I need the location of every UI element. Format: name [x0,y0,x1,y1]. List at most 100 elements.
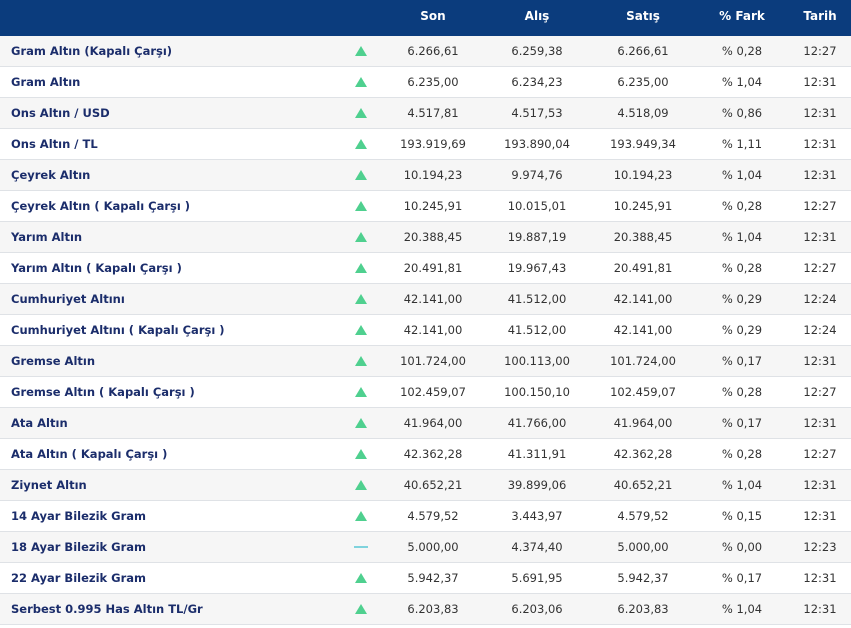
cell-value: % 0,29 [722,284,762,315]
trend-icon [354,541,368,553]
table-header: SonAlışSatış% FarkTarih [0,0,851,36]
cell-value: 102.459,07 [400,377,466,408]
cell-value: 41.766,00 [508,408,567,439]
trend-icon [354,107,368,119]
trend-icon [354,45,368,57]
cell-value: 4.517,81 [407,98,458,129]
table-row: Gram Altın (Kapalı Çarşı)6.266,616.259,3… [0,36,851,67]
table-row: 18 Ayar Bilezik Gram5.000,004.374,405.00… [0,532,851,563]
cell-value: % 1,04 [722,160,762,191]
item-name: Ata Altın [11,408,68,439]
cell-value: 12:31 [803,501,836,532]
cell-value: % 0,28 [722,253,762,284]
cell-value: % 0,17 [722,408,762,439]
cell-value: 4.374,40 [511,532,562,563]
trend-icon [354,231,368,243]
cell-value: % 1,11 [722,129,762,160]
cell-value: 4.579,52 [617,501,668,532]
trend-icon [354,293,368,305]
cell-value: 12:27 [803,439,836,470]
cell-value: 41.512,00 [508,315,567,346]
cell-value: 12:31 [803,470,836,501]
trend-icon [354,572,368,584]
trend-icon [354,417,368,429]
item-name: Gram Altın [11,67,80,98]
table-row: Cumhuriyet Altını ( Kapalı Çarşı )42.141… [0,315,851,346]
cell-value: 5.000,00 [407,532,458,563]
cell-value: 101.724,00 [400,346,466,377]
column-header: % Fark [719,0,765,32]
cell-value: 41.964,00 [614,408,673,439]
item-name: 22 Ayar Bilezik Gram [11,563,146,594]
cell-value: % 0,28 [722,191,762,222]
trend-shape [355,201,367,211]
cell-value: 12:23 [803,532,836,563]
table-row: Gremse Altın ( Kapalı Çarşı ) 102.459,07 1… [0,377,851,408]
trend-shape [355,108,367,118]
item-name: Gremse Altın ( Kapalı Çarşı ) [11,377,195,408]
trend-shape [355,511,367,521]
cell-value: 4.517,53 [511,98,562,129]
cell-value: 10.245,91 [404,191,463,222]
cell-value: % 0,17 [722,563,762,594]
cell-value: 102.459,07 [610,377,676,408]
cell-value: 42.362,28 [404,439,463,470]
cell-value: % 1,04 [722,594,762,625]
cell-value: 42.141,00 [614,315,673,346]
table-row: Ata Altın ( Kapalı Çarşı )42.362,2841.31… [0,439,851,470]
cell-value: 41.964,00 [404,408,463,439]
trend-shape [355,387,367,397]
column-header: Son [420,0,445,32]
item-name: Ata Altın ( Kapalı Çarşı ) [11,439,167,470]
cell-value: 6.203,83 [617,594,668,625]
table-row: 14 Ayar Bilezik Gram4.579,523.443,974.57… [0,501,851,532]
cell-value: 12:27 [803,191,836,222]
cell-value: 5.942,37 [617,563,668,594]
table-row: Çeyrek Altın ( Kapalı Çarşı )10.245,9110… [0,191,851,222]
cell-value: 12:31 [803,222,836,253]
trend-icon [354,324,368,336]
table-row: Cumhuriyet Altını42.141,0041.512,0042.14… [0,284,851,315]
table-row: Gremse Altın 101.724,00 100.113,00 101.724,… [0,346,851,377]
cell-value: 19.967,43 [508,253,567,284]
item-name: Gremse Altın [11,346,95,377]
trend-shape [355,418,367,428]
cell-value: 10.015,01 [508,191,567,222]
cell-value: 19.887,19 [508,222,567,253]
cell-value: 12:31 [803,346,836,377]
cell-value: % 0,28 [722,439,762,470]
item-name: Serbest 0.995 Has Altın TL/Gr [11,594,203,625]
trend-icon [354,169,368,181]
column-header: Alış [525,0,550,32]
cell-value: 42.141,00 [404,315,463,346]
cell-value: 100.150,10 [504,377,570,408]
cell-value: % 0,15 [722,501,762,532]
table-row: Yarım Altın20.388,4519.887,1920.388,45% … [0,222,851,253]
cell-value: 100.113,00 [504,346,570,377]
cell-value: 12:31 [803,408,836,439]
cell-value: 12:31 [803,160,836,191]
cell-value: 4.518,09 [617,98,668,129]
table-row: Yarım Altın ( Kapalı Çarşı )20.491,8119.… [0,253,851,284]
trend-icon [354,138,368,150]
trend-icon [354,510,368,522]
item-name: 18 Ayar Bilezik Gram [11,532,146,563]
trend-shape [355,573,367,583]
trend-shape [355,356,367,366]
trend-icon [354,355,368,367]
trend-shape [355,449,367,459]
trend-shape [355,170,367,180]
cell-value: 6.234,23 [511,67,562,98]
cell-value: 101.724,00 [610,346,676,377]
cell-value: 6.235,00 [617,67,668,98]
trend-icon [354,603,368,615]
cell-value: 3.443,97 [511,501,562,532]
table-row: 22 Ayar Bilezik Gram5.942,375.691,955.94… [0,563,851,594]
cell-value: 40.652,21 [404,470,463,501]
cell-value: 10.245,91 [614,191,673,222]
trend-shape [354,546,368,548]
trend-icon [354,479,368,491]
cell-value: 42.141,00 [404,284,463,315]
trend-shape [355,604,367,614]
